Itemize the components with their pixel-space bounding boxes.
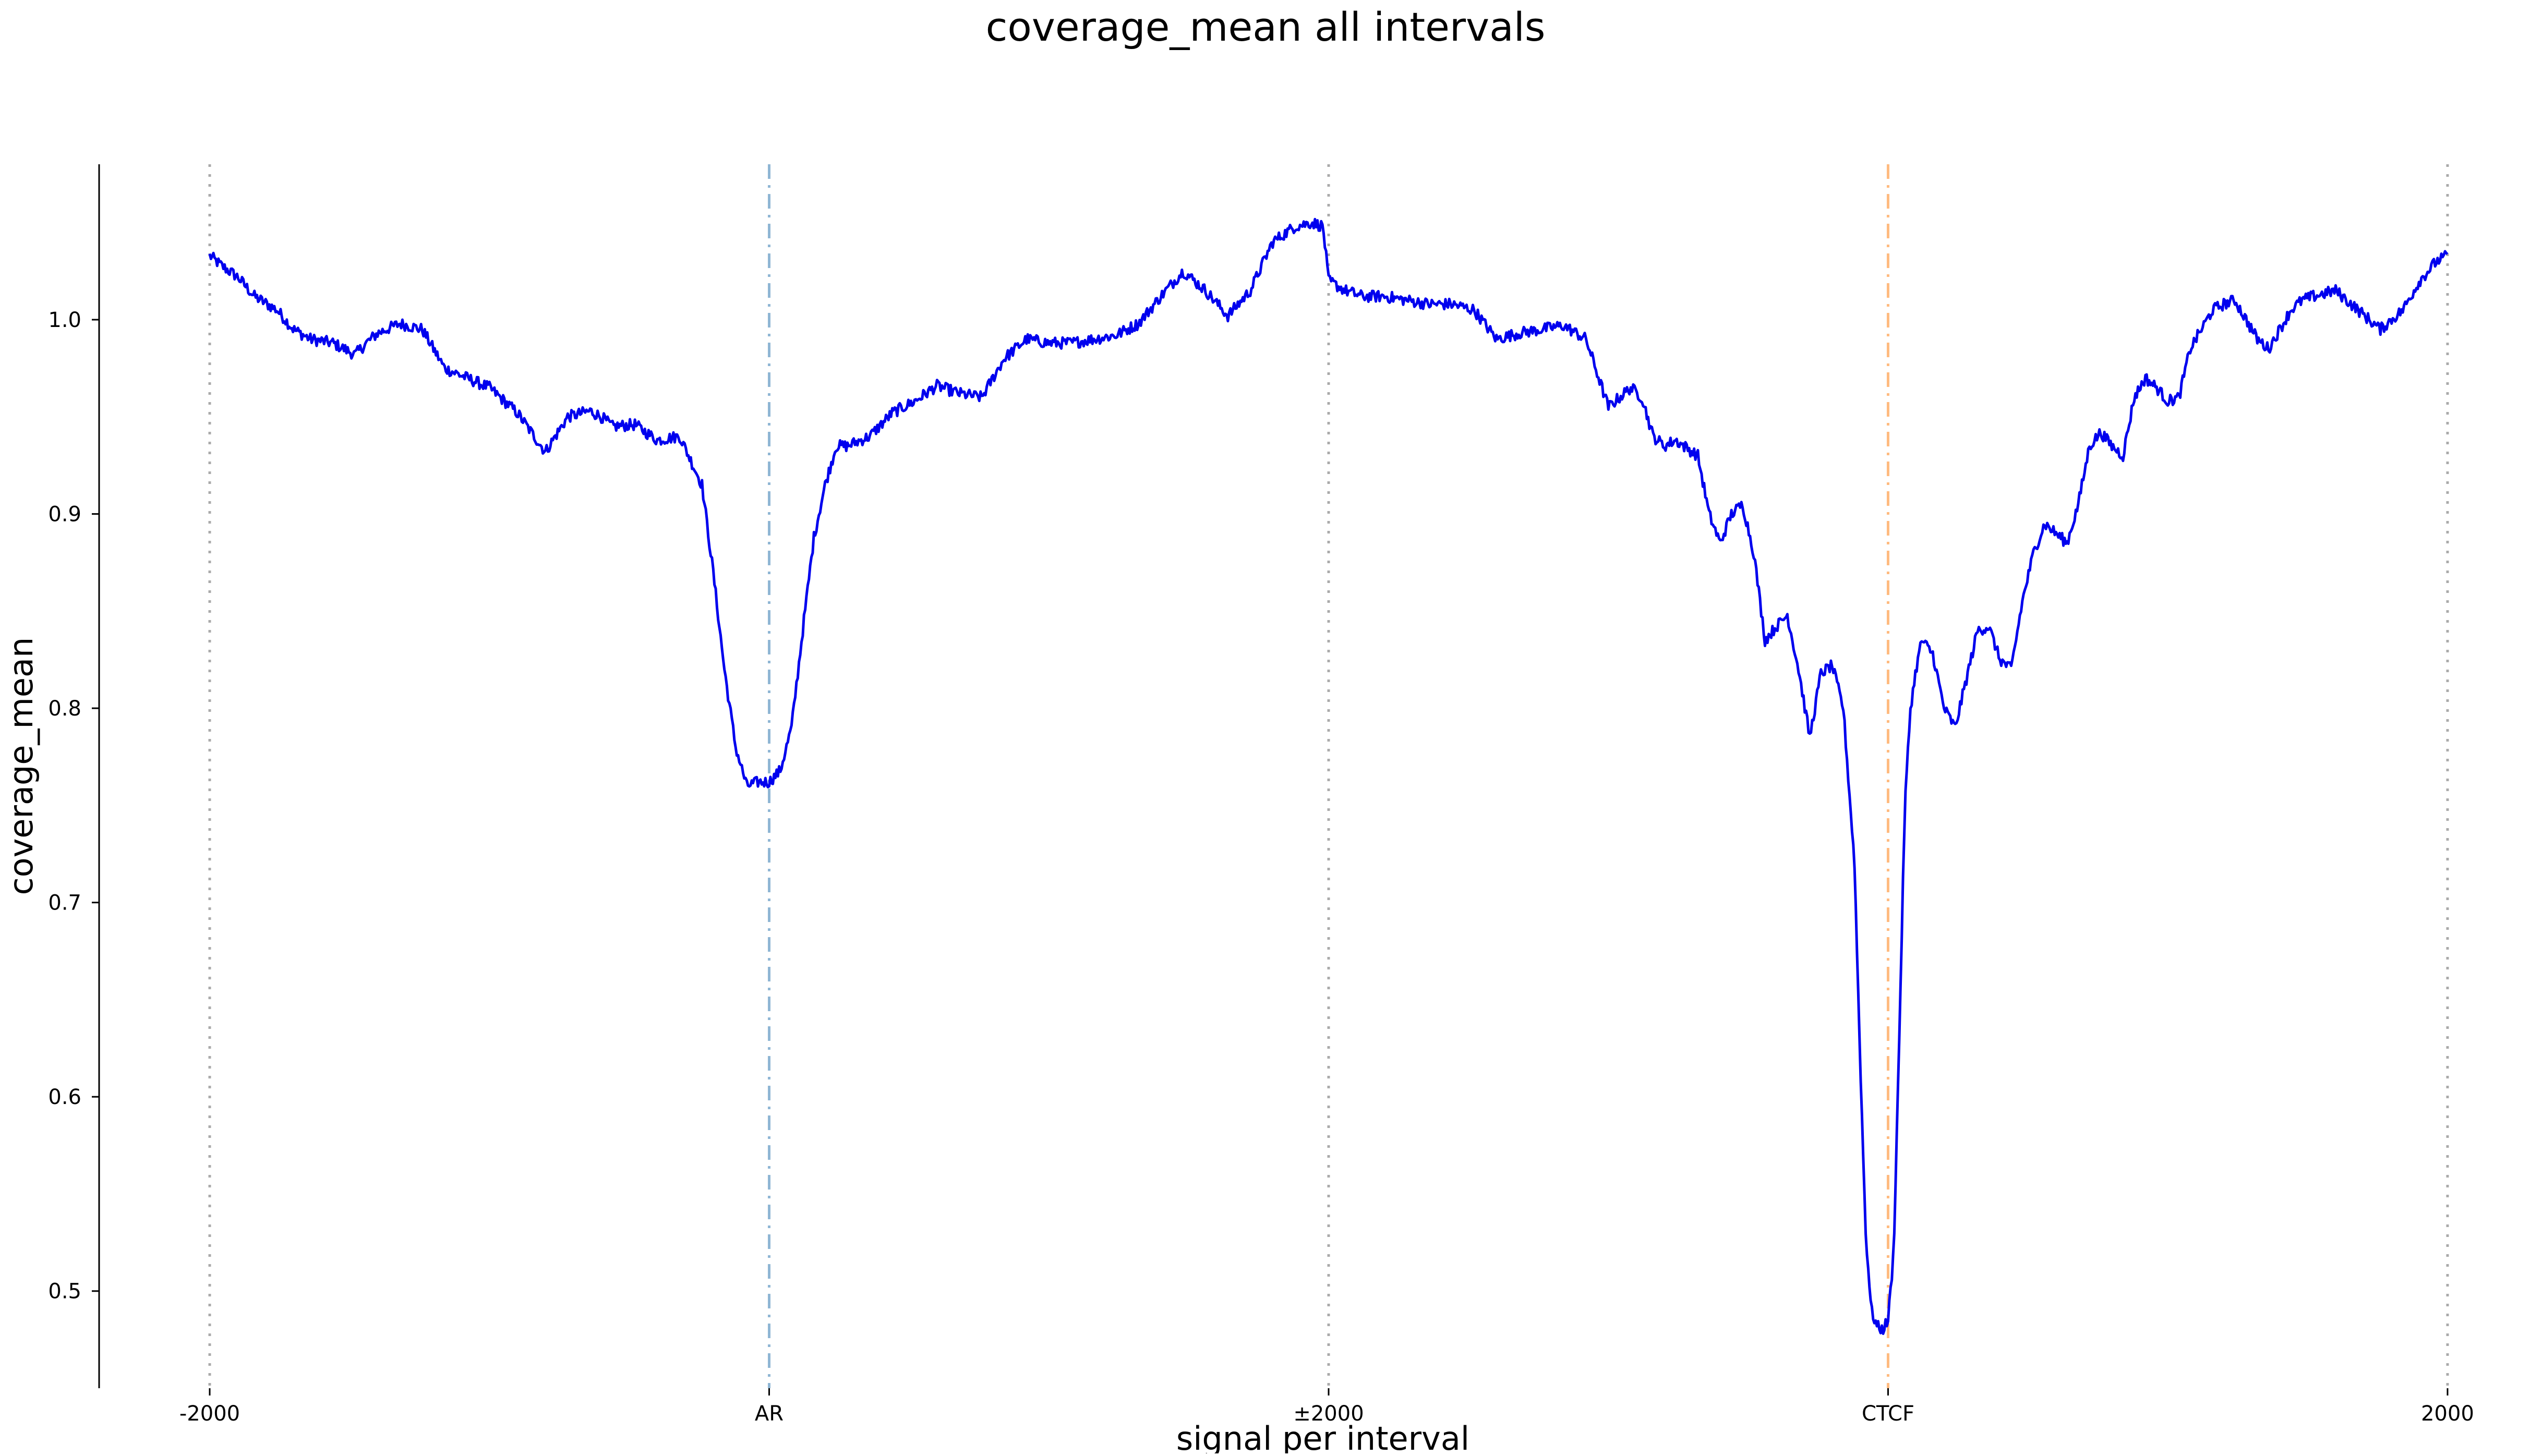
x-tick-label-0: -2000 <box>179 1402 240 1426</box>
x-tick-label-2: ±2000 <box>1293 1402 1364 1426</box>
x-tick-label-1: AR <box>755 1402 784 1426</box>
y-axis: 0.5 0.6 0.7 0.8 0.9 1.0 <box>48 164 100 1388</box>
y-tick-label-2: 0.7 <box>48 891 81 915</box>
x-tick-label-4: 2000 <box>2421 1402 2474 1426</box>
y-tick-label-1: 0.6 <box>48 1085 81 1109</box>
x-tick-label-3: CTCF <box>1862 1402 1914 1426</box>
chart-title: coverage_mean all intervals <box>986 4 1546 50</box>
y-tick-label-4: 0.9 <box>48 503 81 527</box>
y-tick-label-3: 0.8 <box>48 697 81 721</box>
series-layer <box>208 217 2449 1335</box>
y-axis-label: coverage_mean <box>2 637 40 895</box>
reference-lines <box>208 164 2449 1388</box>
y-tick-label-0: 0.5 <box>48 1280 81 1304</box>
series-line-0 <box>208 217 2449 1335</box>
y-tick-label-5: 1.0 <box>48 308 81 332</box>
x-axis-label: signal per interval <box>1176 1419 1469 1453</box>
x-axis: -2000 AR ±2000 CTCF 2000 <box>179 1388 2474 1426</box>
